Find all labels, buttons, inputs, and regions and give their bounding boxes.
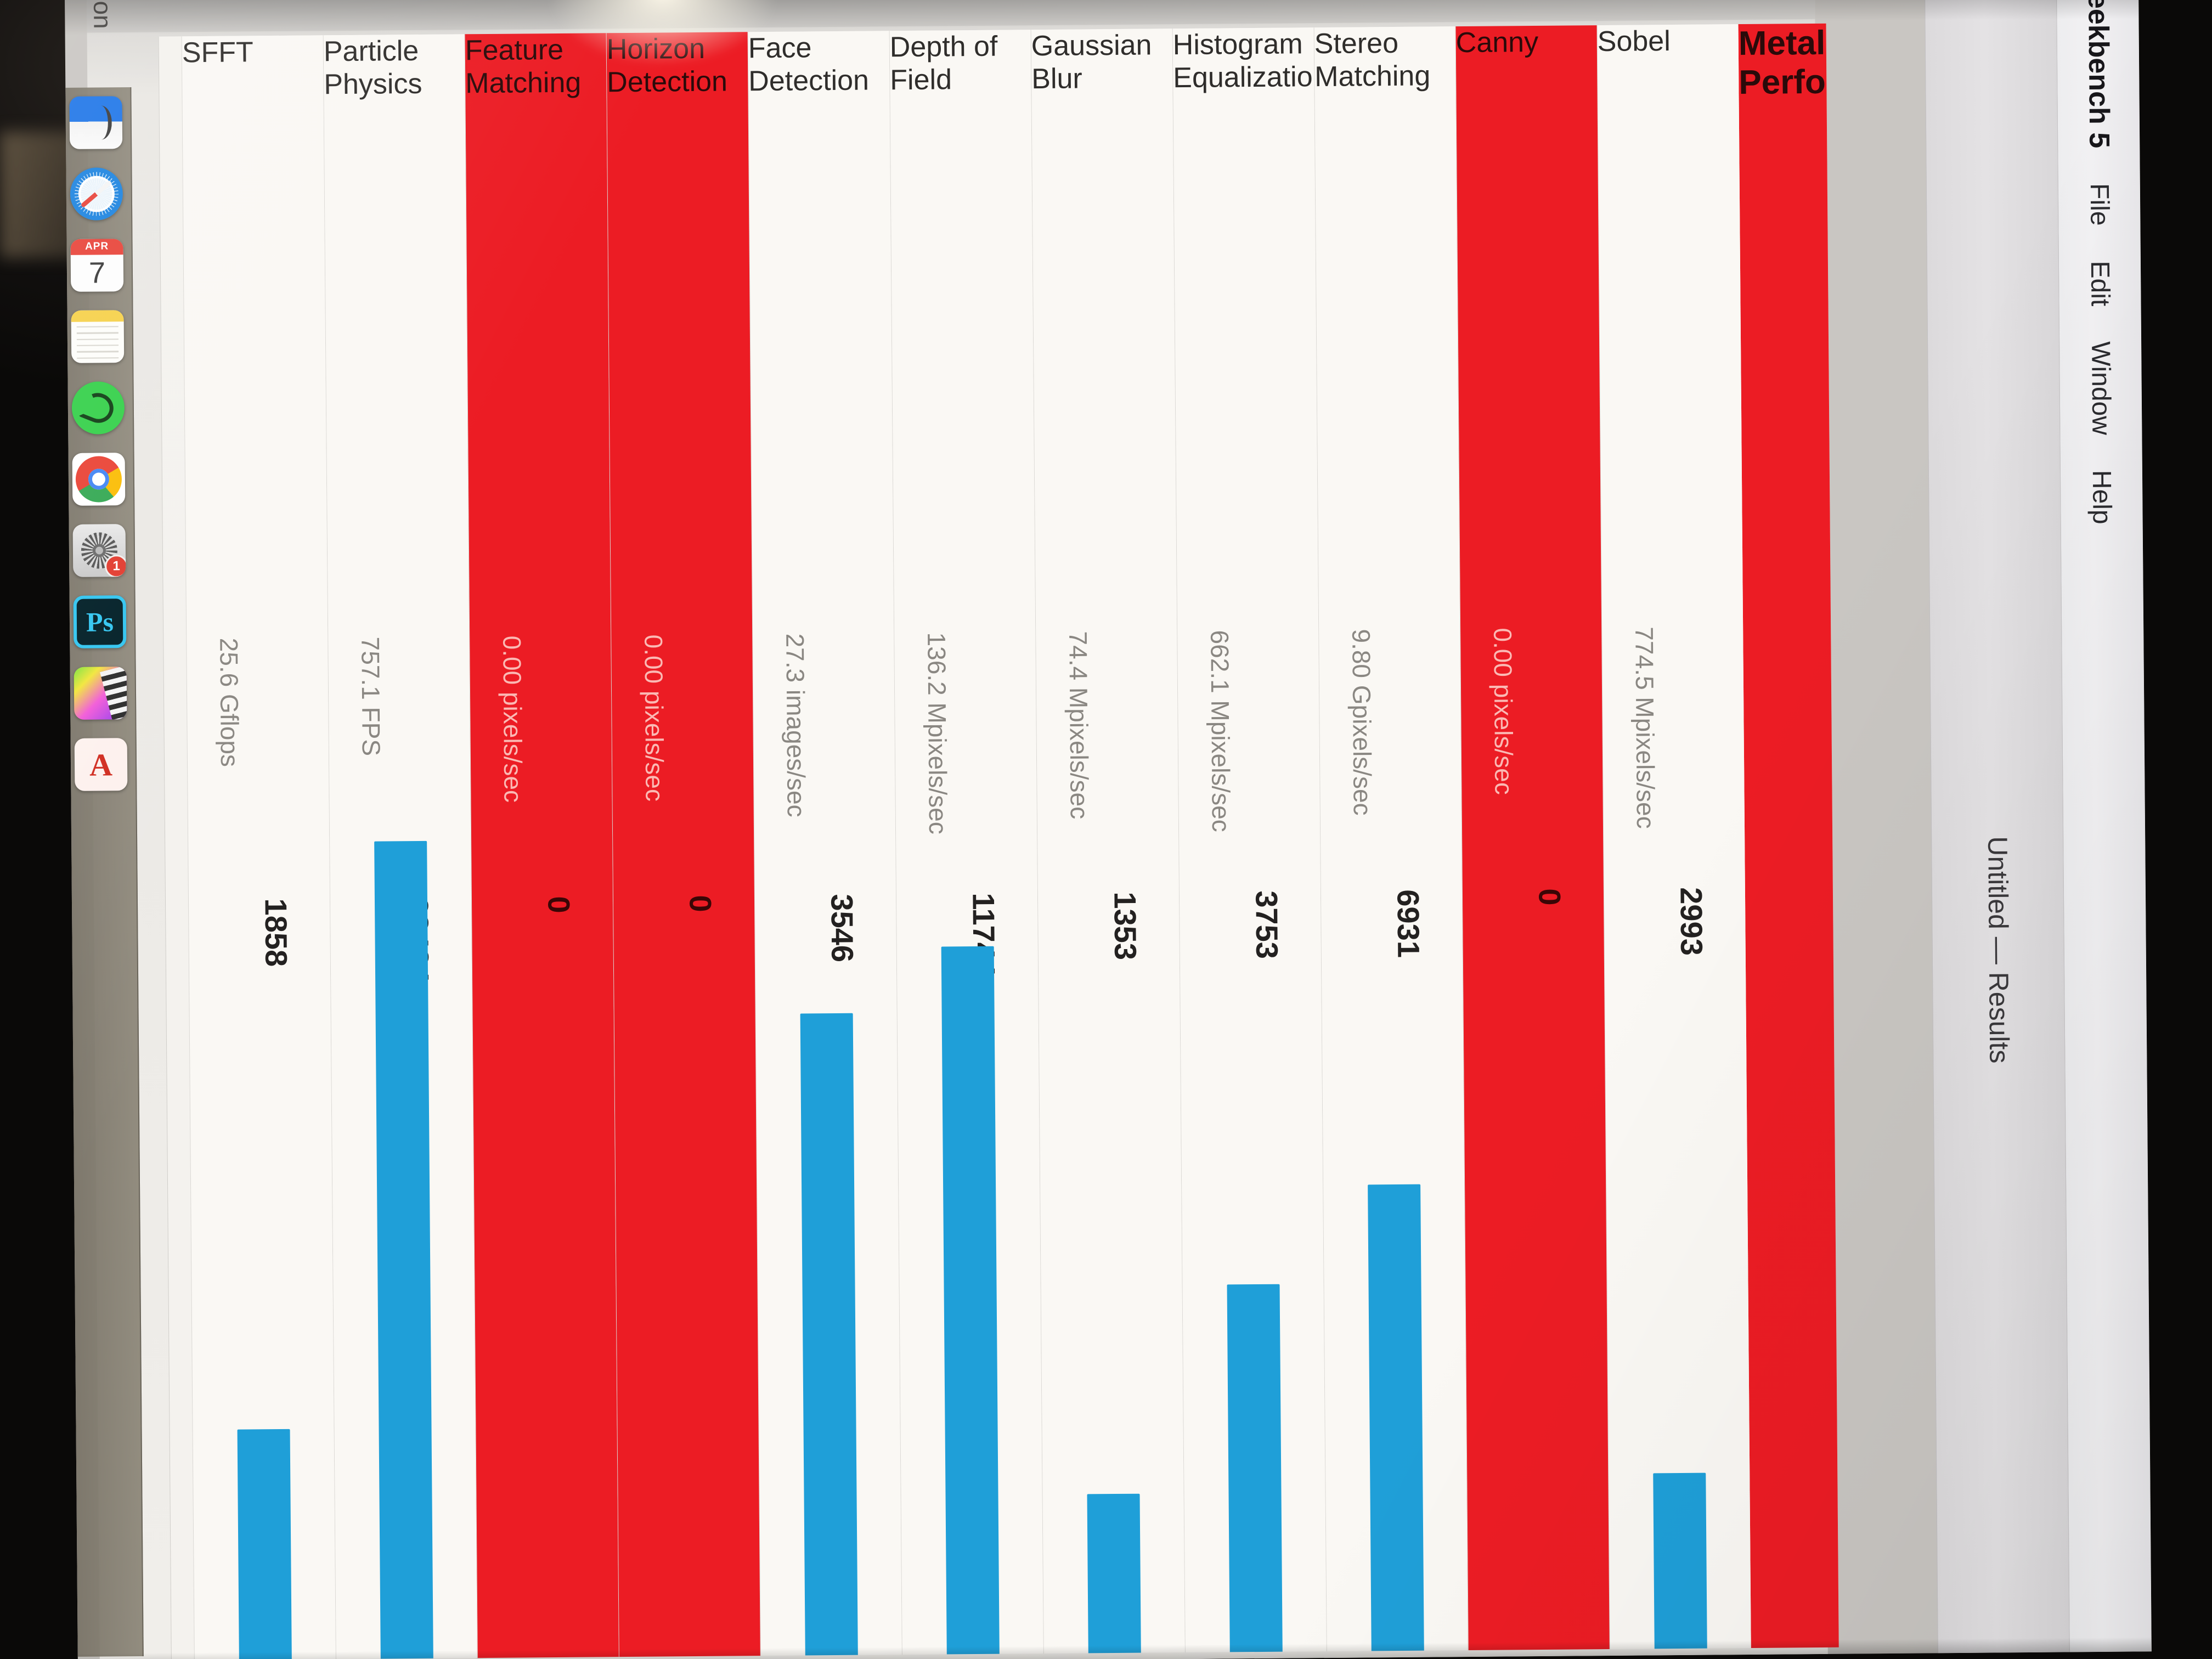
acrobat-icon[interactable]: A: [74, 738, 128, 791]
benchmark-label: Face Detection: [748, 32, 870, 98]
benchmark-bar: [1652, 1472, 1707, 1649]
benchmark-table: Metal PerformanceMetal Score467Sobel2993…: [158, 23, 1839, 1659]
results-document: on Metal PerformanceMetal Score467Sobel2…: [86, 0, 1839, 1659]
benchmark-label: SFFT: [182, 36, 254, 69]
benchmark-label: Histogram Equalization: [1172, 28, 1327, 94]
benchmark-label: Depth of Field: [889, 30, 998, 97]
benchmark-score: 3546: [825, 894, 860, 963]
benchmark-label: Particle Physics: [323, 35, 422, 101]
calendar-icon[interactable]: APR 7: [70, 239, 124, 292]
photoshop-glyph: Ps: [86, 606, 114, 637]
benchmark-row: Gaussian Blur 1353 74.4 Mpixels/sec: [1030, 29, 1185, 1654]
section-title-column: Metal Performance: [1738, 23, 1839, 1648]
benchmark-unit: 9.80 Gpixels/sec: [1347, 629, 1377, 816]
benchmark-label: Horizon Detection: [606, 32, 728, 99]
benchmark-bar: [237, 1429, 292, 1659]
benchmark-row: Stereo Matching 6931 9.80 Gpixels/sec: [1313, 26, 1468, 1652]
acrobat-glyph: A: [89, 746, 113, 783]
benchmark-unit: 136.2 Mpixels/sec: [922, 632, 953, 834]
menu-item-edit[interactable]: Edit: [2085, 261, 2115, 307]
dock: APR 7 1 Ps A: [65, 87, 144, 1657]
section-title: Metal Performance: [1738, 24, 1839, 102]
benchmark-unit: 74.4 Mpixels/sec: [1064, 631, 1094, 820]
messages-icon[interactable]: [71, 381, 125, 435]
safari-icon[interactable]: [70, 167, 123, 221]
benchmark-score: 1353: [1108, 891, 1143, 961]
benchmark-score: 1858: [258, 898, 294, 967]
benchmark-score: 6931: [1391, 889, 1426, 958]
finder-icon[interactable]: [69, 96, 123, 149]
benchmark-unit: 27.3 images/sec: [781, 633, 811, 817]
benchmark-row: Horizon Detection 0 0.00 pixels/sec: [606, 32, 760, 1657]
photoshop-icon[interactable]: Ps: [73, 595, 127, 648]
benchmark-bar: [941, 946, 1000, 1655]
menu-item-window[interactable]: Window: [2086, 341, 2116, 436]
calendar-month: APR: [70, 239, 123, 255]
benchmark-bar: [1087, 1493, 1141, 1654]
notes-icon[interactable]: [71, 310, 125, 363]
benchmark-label: Feature Matching: [465, 33, 582, 100]
benchmark-bar: [374, 840, 433, 1659]
benchmark-label: Canny: [1455, 26, 1539, 59]
benchmark-score: 2993: [1674, 887, 1709, 956]
benchmark-score: 3753: [1249, 890, 1285, 960]
benchmark-row: Canny 0 0.00 pixels/sec: [1455, 25, 1610, 1651]
benchmark-score: 0: [683, 895, 718, 912]
benchmark-row: Particle Physics28424757.1 FPS: [323, 34, 477, 1659]
benchmark-score: 0: [541, 896, 577, 913]
laptop-screen: on Metal PerformanceMetal Score467Sobel2…: [65, 0, 2152, 1659]
benchmark-bar: [800, 1013, 858, 1656]
benchmark-score: 0: [1532, 888, 1567, 906]
benchmark-row: SFFT 1858 25.6 Gflops: [181, 35, 336, 1659]
benchmark-unit: 774.5 Mpixels/sec: [1630, 627, 1661, 829]
menu-app-name[interactable]: eekbench 5: [2081, 0, 2115, 149]
benchmark-unit: 25.6 Gflops: [215, 637, 245, 768]
benchmark-bar: [1367, 1184, 1424, 1652]
benchmark-label: Sobel: [1597, 25, 1671, 58]
benchmark-row: Sobel 2993 774.5 Mpixels/sec: [1596, 24, 1751, 1649]
benchmark-unit: 662.1 Mpixels/sec: [1205, 630, 1236, 832]
clipped-sidebar-label: on: [88, 1, 117, 29]
benchmark-row: Histogram Equalization 3753 662.1 Mpixels/…: [1172, 27, 1327, 1653]
benchmark-bar: [1227, 1284, 1283, 1653]
benchmark-row: Feature Matching 0 0.00 pixels/sec: [464, 33, 619, 1658]
benchmark-label: Gaussian Blur: [1031, 29, 1152, 95]
benchmark-unit: 0.00 pixels/sec: [639, 634, 669, 802]
benchmark-unit: 0.00 pixels/sec: [1488, 628, 1519, 795]
benchmark-unit: 757.1 FPS: [356, 636, 386, 757]
benchmark-label: Stereo Matching: [1314, 27, 1431, 93]
video-editor-icon[interactable]: [74, 667, 127, 720]
preferences-badge-count: 1: [105, 555, 126, 577]
chrome-icon[interactable]: [72, 453, 126, 506]
benchmark-row: Face Detection 3546 27.3 images/sec: [747, 31, 902, 1656]
menu-bar: eekbench 5 File Edit Window Help: [2056, 0, 2152, 1652]
benchmark-unit: 0.00 pixels/sec: [498, 635, 528, 803]
menu-item-file[interactable]: File: [2084, 183, 2114, 226]
window-title: Untitled — Results: [1982, 836, 2015, 1064]
calendar-day: 7: [88, 256, 106, 290]
benchmark-row: Depth of Field 11744 136.2 Mpixels/sec: [889, 30, 1043, 1655]
system-preferences-icon[interactable]: 1: [72, 524, 126, 577]
window-title-bar: Untitled — Results: [1924, 0, 2069, 1654]
menu-item-help[interactable]: Help: [2086, 470, 2117, 524]
clipped-sidebar-text: on: [88, 0, 156, 61]
